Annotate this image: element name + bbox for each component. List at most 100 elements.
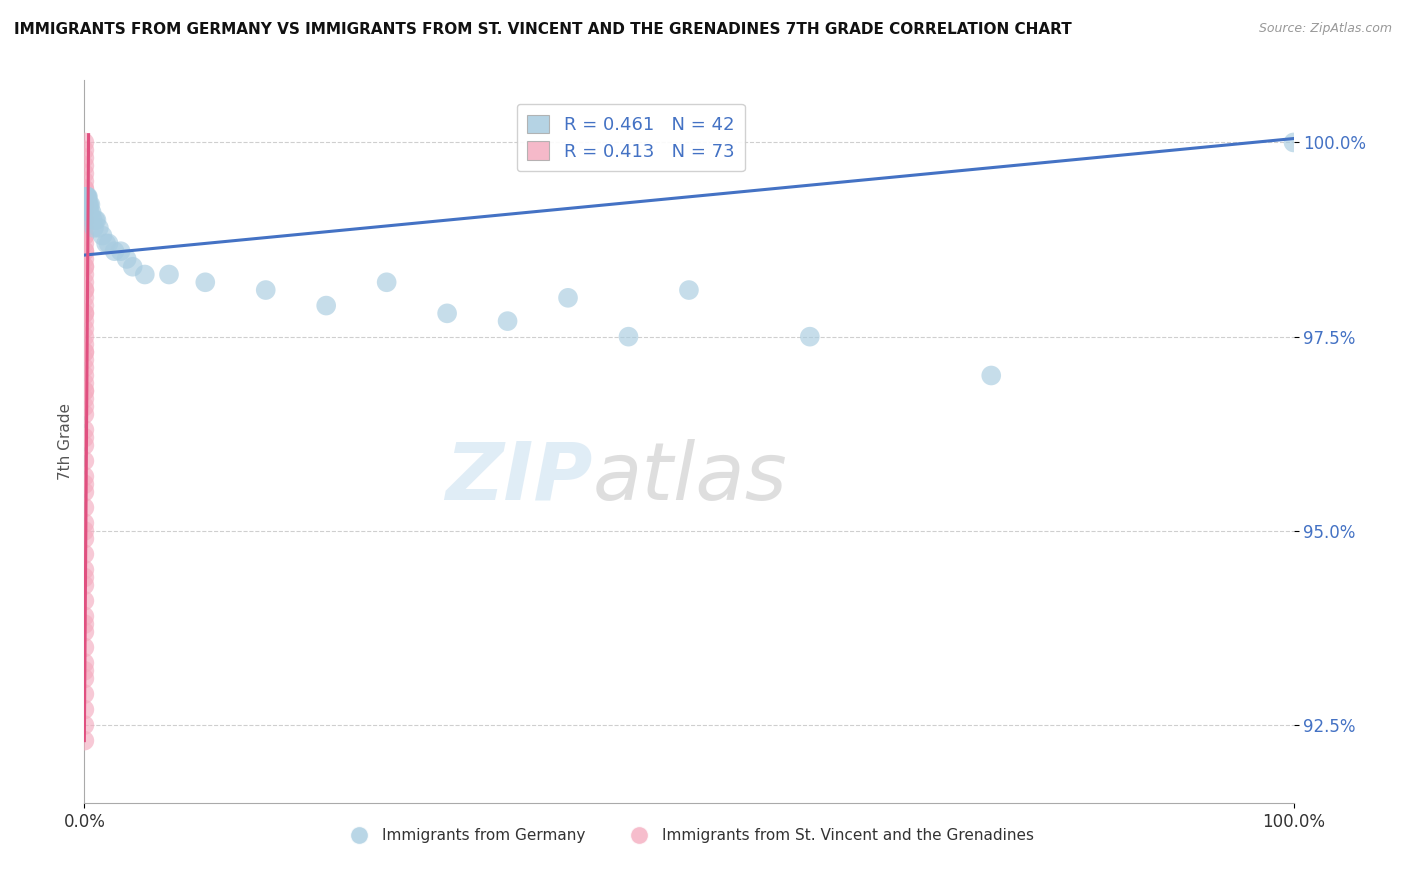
Point <box>73 329 96 343</box>
Point <box>87 220 110 235</box>
Point <box>73 260 96 274</box>
Point <box>73 136 96 150</box>
Point <box>73 182 96 196</box>
Text: ZIP: ZIP <box>444 439 592 516</box>
Point <box>82 213 104 227</box>
Point <box>73 376 96 391</box>
Point <box>115 252 138 266</box>
Point <box>121 260 143 274</box>
Point <box>617 329 640 343</box>
Point <box>84 213 107 227</box>
Point <box>73 500 96 515</box>
Point <box>73 228 96 243</box>
Point <box>73 306 96 320</box>
Point <box>73 236 96 251</box>
Point <box>73 454 96 468</box>
Point <box>73 174 96 188</box>
Point <box>73 384 96 398</box>
Point <box>80 205 103 219</box>
Point <box>73 640 96 655</box>
Point <box>73 244 96 259</box>
Point <box>315 299 337 313</box>
Point <box>496 314 519 328</box>
Point <box>76 190 98 204</box>
Point <box>375 275 398 289</box>
Point <box>73 190 96 204</box>
Point <box>73 664 96 678</box>
Point <box>73 353 96 368</box>
Point <box>73 609 96 624</box>
Point <box>73 524 96 538</box>
Y-axis label: 7th Grade: 7th Grade <box>58 403 73 480</box>
Point <box>83 220 105 235</box>
Point <box>73 392 96 406</box>
Point <box>73 733 96 747</box>
Point <box>73 345 96 359</box>
Point <box>557 291 579 305</box>
Point <box>73 431 96 445</box>
Point <box>73 578 96 592</box>
Point <box>73 345 96 359</box>
Point <box>73 702 96 716</box>
Point <box>75 190 97 204</box>
Point <box>73 252 96 266</box>
Point <box>73 228 96 243</box>
Point <box>73 190 96 204</box>
Point <box>77 197 100 211</box>
Point <box>73 718 96 732</box>
Point <box>76 190 98 204</box>
Point <box>73 408 96 422</box>
Point <box>73 244 96 259</box>
Point <box>980 368 1002 383</box>
Point <box>77 190 100 204</box>
Point <box>73 182 96 196</box>
Point <box>91 228 114 243</box>
Point <box>94 236 117 251</box>
Point <box>73 594 96 608</box>
Text: Source: ZipAtlas.com: Source: ZipAtlas.com <box>1258 22 1392 36</box>
Point <box>73 384 96 398</box>
Point <box>157 268 180 282</box>
Point <box>73 167 96 181</box>
Text: IMMIGRANTS FROM GERMANY VS IMMIGRANTS FROM ST. VINCENT AND THE GRENADINES 7TH GR: IMMIGRANTS FROM GERMANY VS IMMIGRANTS FR… <box>14 22 1071 37</box>
Point <box>436 306 458 320</box>
Point <box>73 143 96 157</box>
Point <box>73 151 96 165</box>
Point <box>73 368 96 383</box>
Point <box>73 197 96 211</box>
Point <box>75 190 97 204</box>
Point <box>73 656 96 670</box>
Text: atlas: atlas <box>592 439 787 516</box>
Point <box>76 197 98 211</box>
Point <box>134 268 156 282</box>
Point <box>73 260 96 274</box>
Point <box>73 275 96 289</box>
Point <box>73 469 96 483</box>
Point <box>73 617 96 632</box>
Point <box>194 275 217 289</box>
Point <box>79 197 101 211</box>
Point <box>73 624 96 639</box>
Legend: Immigrants from Germany, Immigrants from St. Vincent and the Grenadines: Immigrants from Germany, Immigrants from… <box>337 822 1040 849</box>
Point <box>76 190 98 204</box>
Point <box>73 159 96 173</box>
Point <box>73 687 96 701</box>
Point <box>73 268 96 282</box>
Point <box>73 672 96 686</box>
Point <box>73 283 96 297</box>
Point <box>73 306 96 320</box>
Point <box>73 423 96 437</box>
Point <box>73 360 96 375</box>
Point <box>73 322 96 336</box>
Point <box>77 197 100 211</box>
Point <box>73 314 96 328</box>
Point <box>73 283 96 297</box>
Point <box>110 244 132 259</box>
Point <box>73 485 96 500</box>
Point <box>97 236 120 251</box>
Point <box>73 213 96 227</box>
Point <box>73 197 96 211</box>
Point <box>79 205 101 219</box>
Point <box>73 532 96 546</box>
Point <box>73 220 96 235</box>
